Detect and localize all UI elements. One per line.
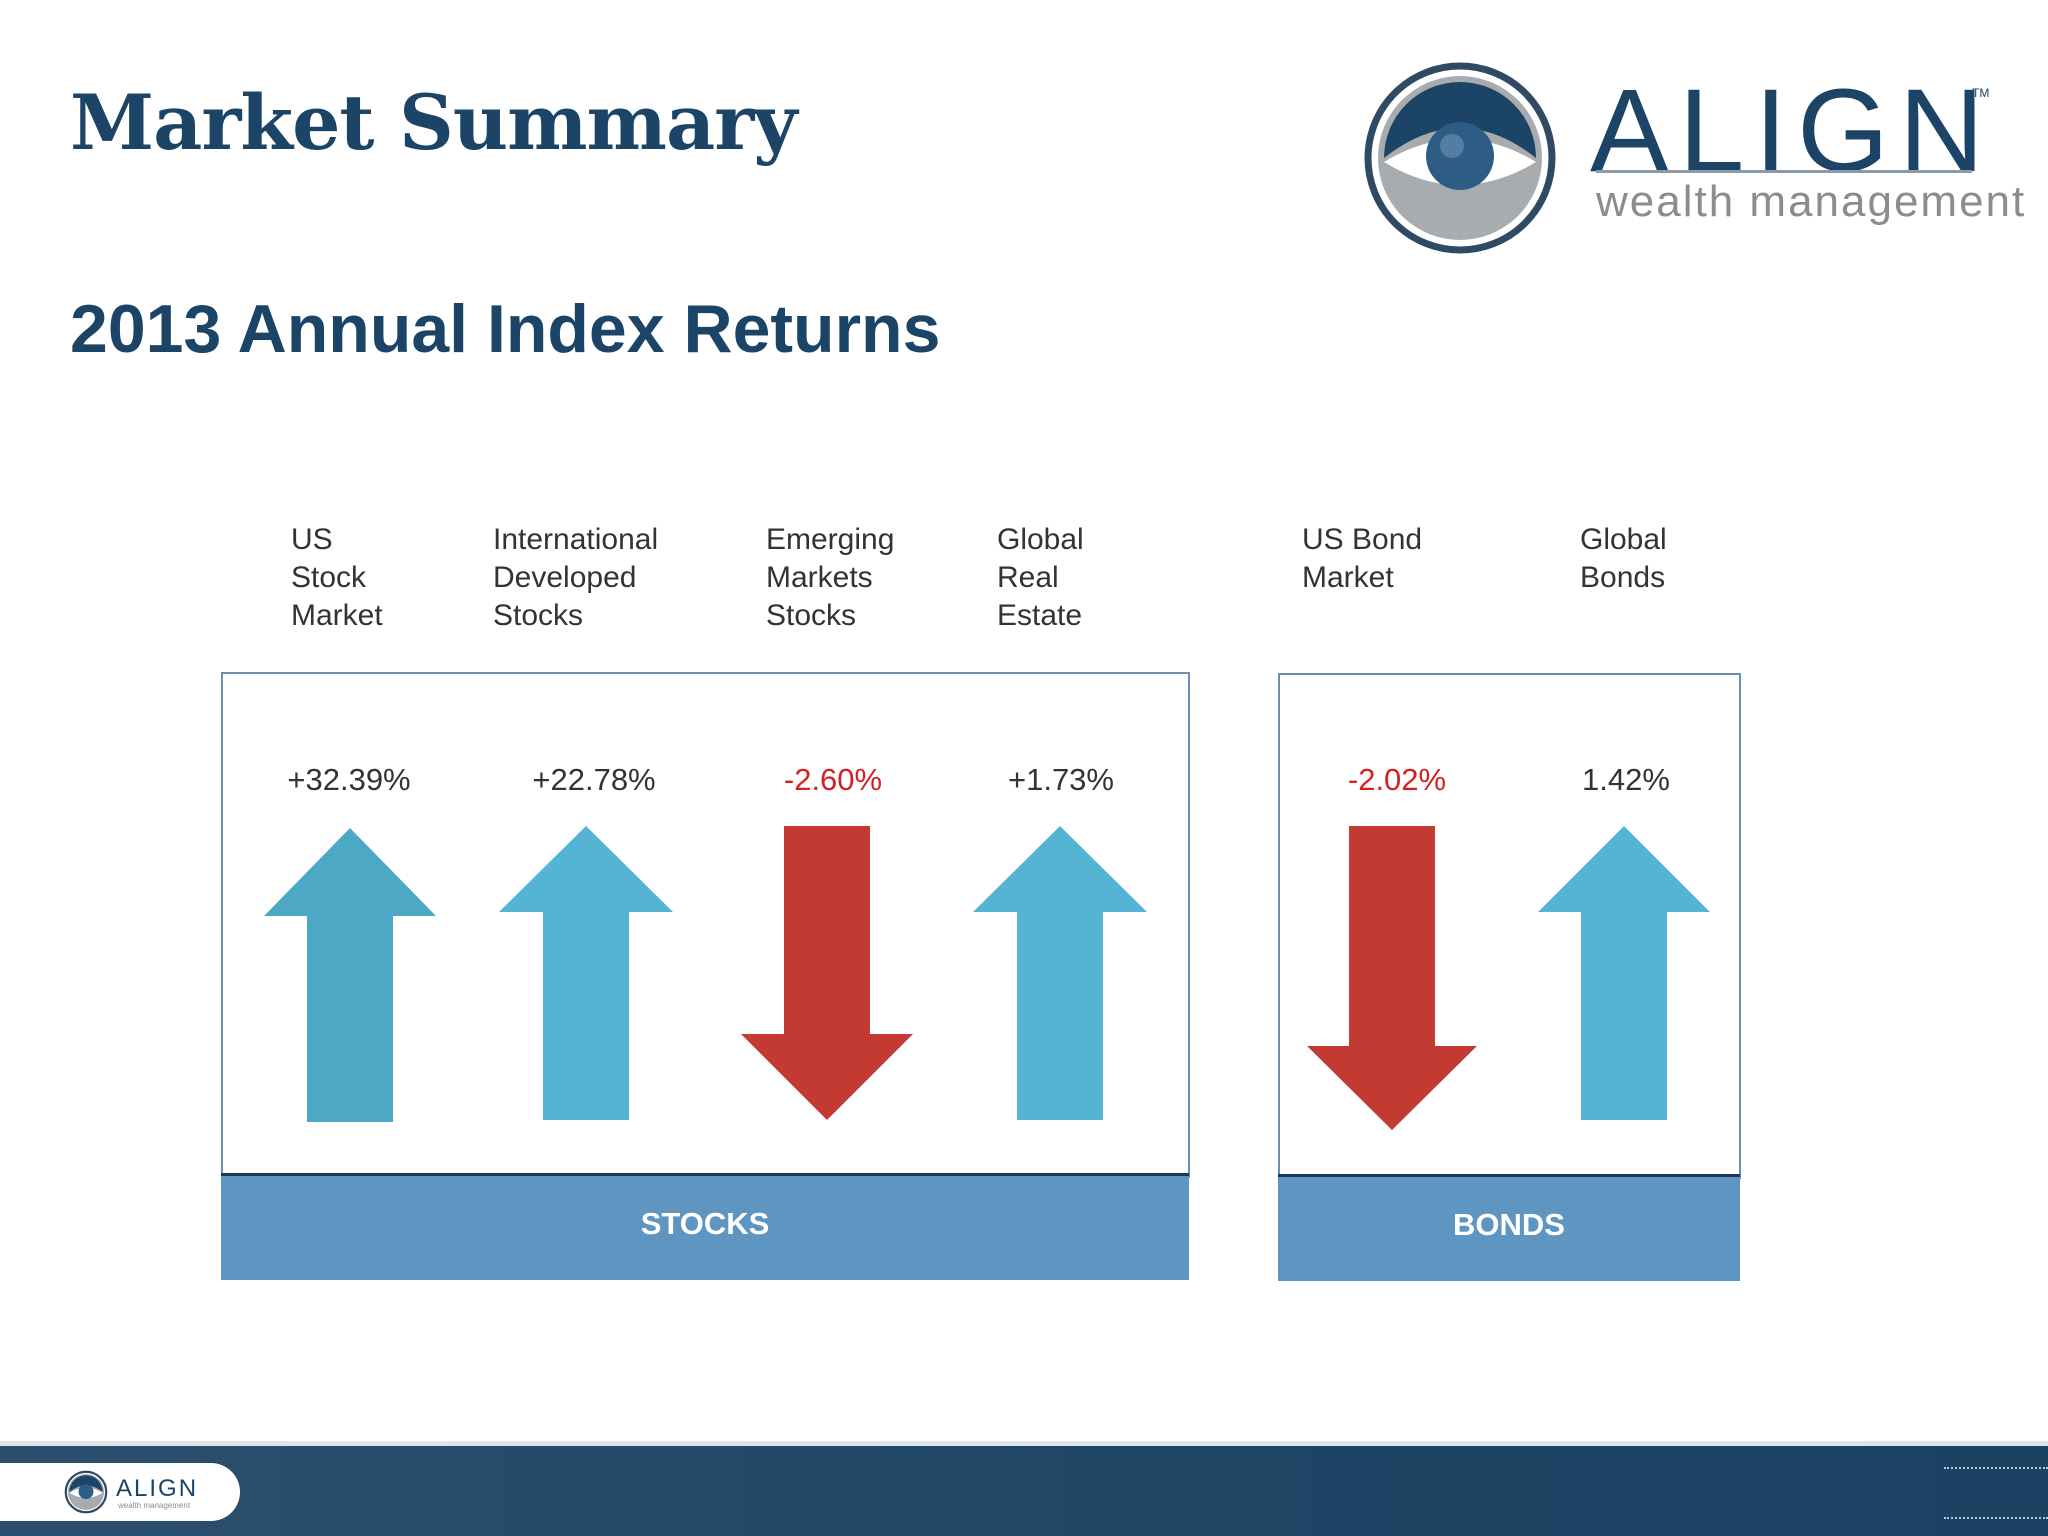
align-eye-small-icon [64,1470,108,1514]
arrow-up-global-bonds [1538,826,1710,1120]
return-international-developed-stocks: +22.78% [532,762,656,797]
category-label-us-bond-market: US Bond Market [1302,523,1423,594]
footer-dotted-rule-bottom [1944,1517,2048,1519]
page-title: Market Summary [70,78,797,167]
return-global-real-estate: +1.73% [1007,762,1114,797]
return-emerging-markets-stocks: -2.60% [783,762,883,797]
arrow-down-us-bond-market [1307,826,1477,1130]
arrow-down-emerging-markets-stocks [741,826,913,1120]
footer-divider [0,1441,2048,1446]
logo-divider [1596,170,1972,173]
align-eye-logo-icon [1364,62,1556,254]
footer-logo: ALIGN wealth management [0,1463,240,1521]
logo-tagline: wealth management [1596,177,2027,226]
stocks-group-bar: STOCKS [221,1173,1189,1280]
logo-trademark: TM [1972,86,1990,100]
return-us-stock-market: +32.39% [287,762,411,797]
arrow-up-global-real-estate [973,826,1147,1120]
section-title: 2013 Annual Index Returns [70,291,941,367]
return-global-bonds: 1.42% [1582,762,1670,797]
footer-bar [0,1446,2048,1536]
return-us-bond-market: -2.02% [1347,762,1447,797]
align-logo: ALIGN TM wealth management [1360,58,2024,258]
category-label-international-developed-stocks: International Developed Stocks [493,523,659,632]
footer-wordmark: ALIGN [116,1475,199,1502]
footer-tagline: wealth management [118,1501,191,1510]
arrow-up-us-stock-market [264,828,436,1122]
footer-dotted-rule-top [1944,1467,2048,1469]
category-label-emerging-markets-stocks: Emerging Markets Stocks [766,523,895,632]
category-label-global-real-estate: Global Real Estate [997,523,1084,632]
bonds-group-bar: BONDS [1278,1174,1740,1281]
category-label-global-bonds: Global Bonds [1580,523,1667,594]
category-label-us-stock-market: US Stock Market [291,523,383,632]
arrow-up-international-developed-stocks [499,826,673,1120]
